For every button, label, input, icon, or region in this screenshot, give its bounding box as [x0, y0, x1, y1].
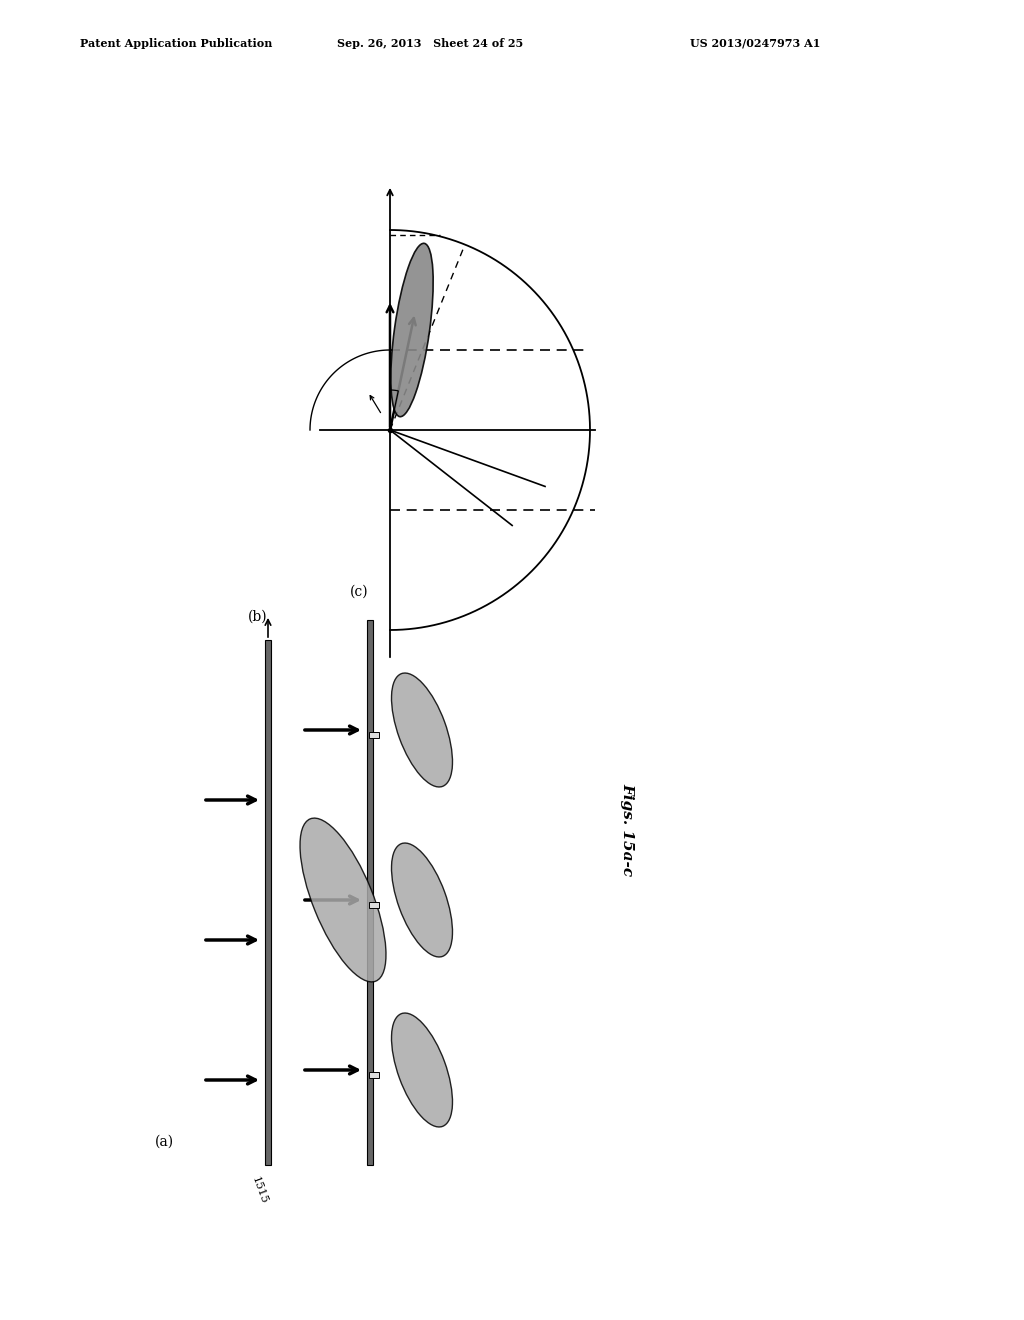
Ellipse shape	[391, 1012, 453, 1127]
Ellipse shape	[391, 243, 433, 417]
Ellipse shape	[391, 843, 453, 957]
Bar	[369, 1072, 379, 1078]
Bar	[367, 620, 373, 1166]
Ellipse shape	[391, 673, 453, 787]
Text: Patent Application Publication: Patent Application Publication	[80, 38, 272, 49]
Text: Sep. 26, 2013   Sheet 24 of 25: Sep. 26, 2013 Sheet 24 of 25	[337, 38, 523, 49]
Text: US 2013/0247973 A1: US 2013/0247973 A1	[690, 38, 820, 49]
Text: 1515: 1515	[250, 1175, 269, 1205]
Text: (a): (a)	[155, 1135, 174, 1148]
Text: (c): (c)	[350, 585, 369, 599]
Bar	[369, 902, 379, 908]
Text: Figs. 15a-c: Figs. 15a-c	[620, 784, 634, 876]
Bar	[369, 733, 379, 738]
Ellipse shape	[300, 818, 386, 982]
Text: (b): (b)	[248, 610, 267, 624]
Bar	[265, 640, 271, 1166]
